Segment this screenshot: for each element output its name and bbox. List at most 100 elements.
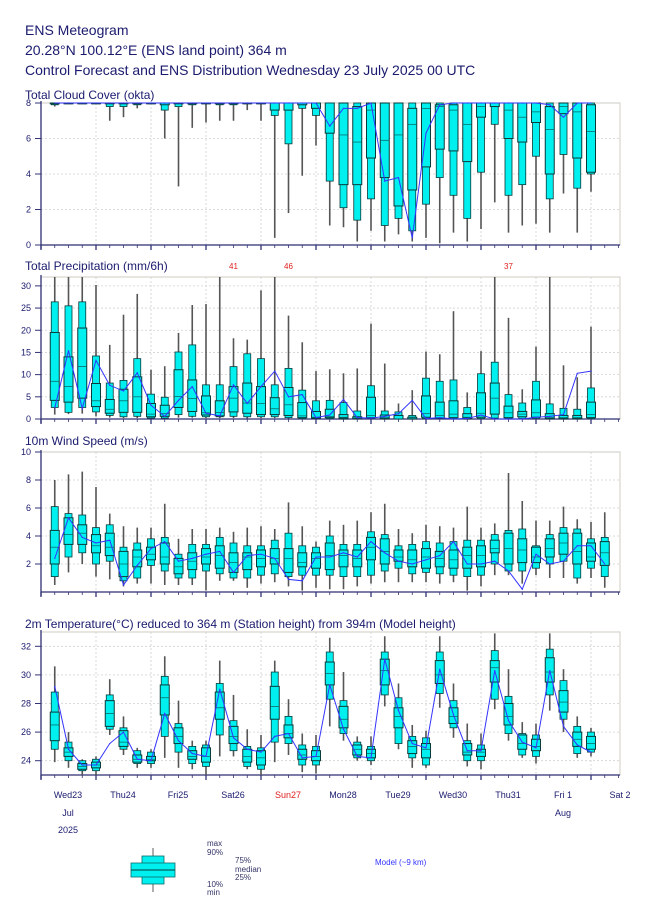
box-p25-p75	[449, 401, 458, 418]
box-p25-p75	[270, 686, 279, 719]
box-p25-p75	[133, 377, 142, 413]
box-p25-p75	[559, 415, 568, 418]
control-point	[494, 670, 495, 671]
panel-0: 02468Total Cloud Cover (okta)	[25, 88, 620, 250]
panel-title: Total Cloud Cover (okta)	[25, 88, 154, 102]
y-tick-label: 24	[21, 756, 31, 766]
y-tick-label: 8	[26, 475, 31, 485]
legend: max 90% 75% median 25% 10% min Model (~9…	[131, 839, 427, 897]
box-p25-p75	[78, 525, 87, 545]
box-p25-p75	[50, 332, 59, 400]
control-point	[508, 102, 509, 103]
control-point	[260, 102, 261, 103]
control-point	[205, 554, 206, 555]
control-point	[82, 102, 83, 103]
control-point	[54, 686, 55, 687]
box-p25-p75	[105, 533, 114, 555]
control-point	[467, 563, 468, 564]
control-point	[577, 373, 578, 374]
box-p25-p75	[188, 380, 197, 412]
control-point	[54, 102, 55, 103]
control-point	[192, 102, 193, 103]
box-p25-p75	[243, 383, 252, 413]
control-point	[150, 548, 151, 549]
control-point	[247, 749, 248, 750]
day-label: Thu31	[495, 790, 521, 800]
control-point	[315, 102, 316, 103]
y-tick-label: 30	[21, 670, 31, 680]
control-point	[549, 563, 550, 564]
control-point	[508, 720, 509, 721]
control-point	[192, 753, 193, 754]
year-label: 2025	[58, 825, 78, 835]
control-point	[233, 572, 234, 573]
control-point	[398, 413, 399, 414]
control-point	[535, 102, 536, 103]
control-point	[508, 418, 509, 419]
box-p25-p75	[92, 535, 101, 553]
box-p25-p75	[532, 400, 541, 417]
day-label: Fri25	[168, 790, 189, 800]
control-point	[302, 394, 303, 395]
box-p25-p75	[545, 658, 554, 682]
control-point	[109, 743, 110, 744]
control-point	[494, 102, 495, 103]
box-p25-p75	[408, 108, 417, 190]
legend-p75: 75%	[235, 856, 251, 865]
control-point	[302, 757, 303, 758]
box-p25-p75	[325, 103, 334, 133]
control-point	[68, 350, 69, 351]
control-point	[123, 102, 124, 103]
control-point	[95, 360, 96, 361]
box-p25-p75	[504, 406, 513, 418]
offscale-max-label: 46	[284, 262, 293, 271]
control-point	[384, 181, 385, 182]
y-tick-label: 10	[21, 447, 31, 457]
box-p25-p75	[105, 399, 114, 413]
control-point	[590, 752, 591, 753]
control-point	[577, 744, 578, 745]
control-point	[549, 670, 550, 671]
control-point	[109, 540, 110, 541]
box-p25-p75	[133, 550, 142, 567]
box-p25-p75	[229, 387, 238, 412]
y-tick-label: 30	[21, 281, 31, 291]
control-point	[247, 102, 248, 103]
day-label: Wed30	[439, 790, 467, 800]
control-point	[315, 417, 316, 418]
box-p25-p75	[202, 549, 211, 564]
y-tick-label: 32	[21, 641, 31, 651]
control-point	[219, 415, 220, 416]
box-p25-p75	[545, 107, 554, 174]
control-point	[467, 102, 468, 103]
control-point	[357, 108, 358, 109]
control-point	[535, 747, 536, 748]
control-point	[68, 517, 69, 518]
control-point	[329, 125, 330, 126]
y-tick-label: 0	[26, 414, 31, 424]
legend-p25: 25%	[235, 873, 251, 882]
control-point	[439, 669, 440, 670]
control-point	[563, 561, 564, 562]
y-tick-label: 5	[26, 392, 31, 402]
control-point	[205, 413, 206, 414]
control-point	[370, 757, 371, 758]
control-point	[260, 386, 261, 387]
control-point	[205, 756, 206, 757]
control-point	[260, 554, 261, 555]
control-point	[274, 102, 275, 103]
control-point	[219, 689, 220, 690]
y-tick-label: 6	[26, 503, 31, 513]
control-point	[260, 752, 261, 753]
control-point	[123, 390, 124, 391]
control-point	[412, 237, 413, 238]
y-tick-label: 20	[21, 325, 31, 335]
control-point	[494, 561, 495, 562]
y-tick-label: 0	[26, 240, 31, 250]
control-point	[577, 102, 578, 103]
day-label: Mon28	[329, 790, 357, 800]
box-p25-p75	[243, 749, 252, 762]
control-point	[577, 545, 578, 546]
box-p25-p75	[587, 736, 596, 749]
control-point	[453, 102, 454, 103]
